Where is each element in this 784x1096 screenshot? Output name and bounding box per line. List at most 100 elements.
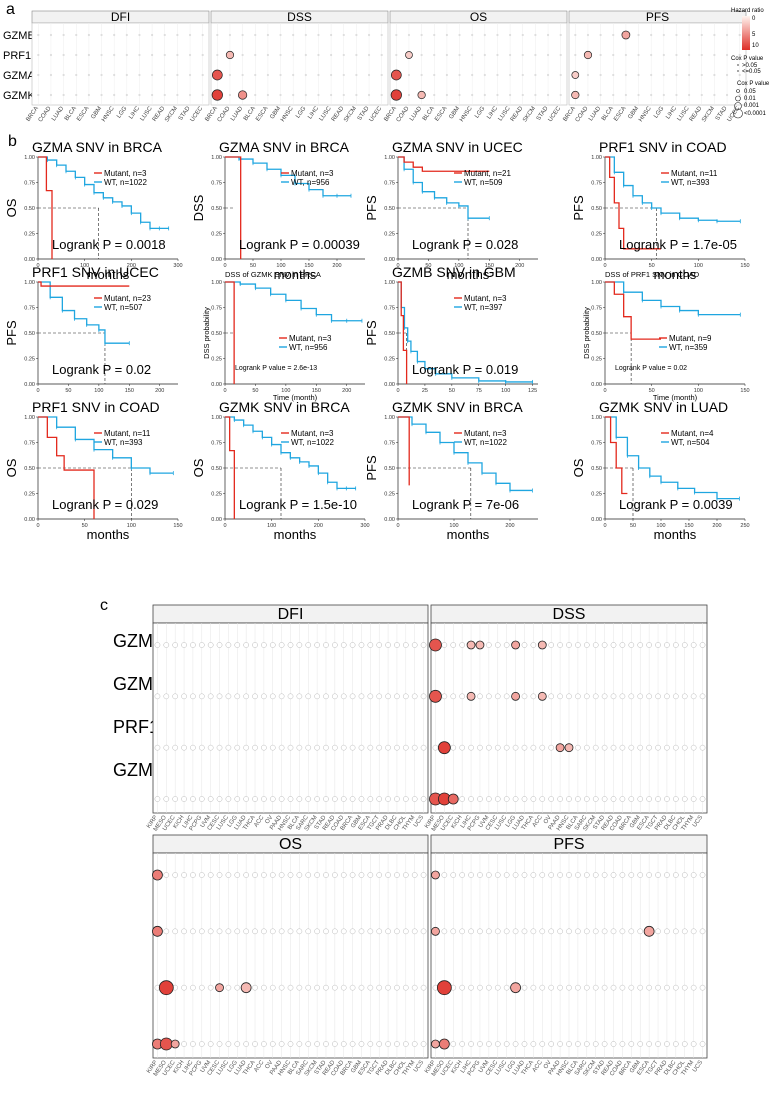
- x-tick-label: 0: [36, 263, 39, 269]
- bubble: [332, 1041, 338, 1047]
- bubble: [287, 1041, 294, 1047]
- bubble: [610, 796, 617, 802]
- bubble: [314, 1041, 320, 1047]
- bubble: [252, 928, 258, 935]
- bubble: [637, 984, 644, 991]
- bubble: [243, 642, 249, 648]
- bubble: [521, 642, 528, 648]
- km-plot-1: GZMA SNV in BRCA 0.00 0.25 0.50 0.75 1.00 0 100…: [4, 139, 183, 282]
- facet-panel: [210, 22, 389, 106]
- bubble: [100, 73, 103, 77]
- bubble: [420, 796, 427, 802]
- bubble-highlight: [405, 51, 413, 59]
- bubble: [713, 53, 716, 57]
- bubble: [459, 796, 466, 802]
- bubble: [459, 872, 466, 878]
- cancer-tick-ov: OV: [543, 815, 553, 826]
- bubble: [628, 642, 635, 648]
- bubble: [279, 33, 282, 37]
- bubble: [494, 928, 501, 935]
- x-tick-label: 150: [173, 523, 182, 529]
- bubble: [87, 33, 90, 37]
- wt-curve: [398, 416, 533, 492]
- bubble: [190, 693, 196, 700]
- bubble: [619, 984, 626, 991]
- mutant-curve: [38, 281, 130, 287]
- bubble: [395, 53, 398, 57]
- bubble: [539, 872, 546, 878]
- bubble: [113, 73, 116, 77]
- bubble: [699, 796, 706, 802]
- bubble: [279, 53, 282, 57]
- bubble: [690, 872, 697, 878]
- bubble: [62, 53, 65, 57]
- bubble: [75, 73, 78, 77]
- bubble: [592, 984, 599, 991]
- bubble: [575, 872, 581, 878]
- x-tick-label: 150: [312, 388, 321, 394]
- bubble: [314, 642, 320, 648]
- bubble: [583, 1041, 590, 1047]
- bubble: [296, 872, 303, 878]
- bubble: [243, 796, 249, 802]
- bubble: [216, 744, 223, 751]
- cancer-tick-ov: OV: [265, 1060, 275, 1071]
- wt-curve: [225, 416, 356, 490]
- bubble: [496, 33, 499, 37]
- wt-curve: [605, 156, 741, 222]
- y-tick-label: 0.50: [384, 331, 395, 337]
- bubble: [646, 693, 652, 700]
- cancer-tick-ucec: UCEC: [548, 105, 563, 123]
- bubble: [445, 53, 448, 57]
- bubble: [407, 73, 411, 77]
- bubble: [287, 872, 294, 878]
- bubble: [340, 744, 347, 751]
- bubble: [207, 984, 214, 991]
- bubble-highlight: [159, 1037, 173, 1051]
- bubble: [269, 744, 276, 751]
- legend-mutant: Mutant, n=3: [291, 429, 334, 438]
- bubble: [278, 693, 285, 700]
- strip-label-dss: DSS: [287, 10, 312, 24]
- y-tick-label: 0.25: [211, 357, 222, 363]
- bubble: [172, 744, 179, 751]
- bubble: [664, 744, 670, 751]
- x-tick-label: 100: [80, 263, 89, 269]
- bubble: [672, 1041, 679, 1047]
- bubble: [539, 928, 546, 935]
- bubble: [207, 744, 214, 751]
- cancer-tick-hnsc: HNSC: [101, 105, 116, 123]
- bubble: [254, 93, 257, 97]
- x-tick-label: 300: [173, 263, 182, 269]
- bubble: [411, 928, 418, 935]
- km-title: DSS of GZMK SNV in BRCA: [225, 270, 321, 279]
- bubble: [269, 796, 276, 802]
- bubble: [548, 796, 555, 802]
- bubble: [172, 642, 179, 648]
- bubble: [509, 73, 512, 77]
- km-title: GZMK SNV in LUAD: [599, 399, 728, 415]
- legend-wt: WT, n=509: [464, 178, 503, 187]
- bubble: [534, 33, 537, 37]
- bubble: [534, 53, 537, 57]
- bubble: [559, 93, 562, 97]
- bubble: [699, 744, 706, 751]
- bubble: [486, 693, 492, 700]
- bubble: [269, 642, 276, 648]
- bubble: [125, 33, 128, 37]
- y-tick-label: 0.25: [384, 492, 395, 498]
- bubble: [592, 872, 599, 878]
- bubble: [75, 93, 78, 97]
- bubble: [441, 642, 448, 648]
- bubble: [521, 872, 528, 878]
- bubble: [380, 53, 383, 57]
- bubble: [599, 73, 602, 77]
- y-axis-label: PFS: [4, 320, 19, 346]
- x-tick-label: 200: [314, 523, 323, 529]
- bubble-highlight: [158, 980, 174, 996]
- bubble: [619, 928, 626, 935]
- bubble: [420, 1041, 427, 1047]
- x-tick-label: 150: [740, 263, 749, 269]
- bubble: [125, 53, 128, 57]
- y-axis-label: OS: [4, 198, 19, 217]
